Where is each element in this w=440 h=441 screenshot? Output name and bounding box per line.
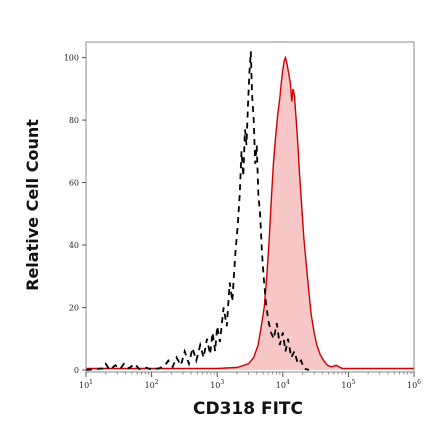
- series-area-solid: [86, 57, 414, 370]
- y-axis-label: Relative Cell Count: [23, 119, 42, 291]
- y-tick-label: 40: [69, 241, 79, 250]
- x-axis-label: CD318 FITC: [193, 399, 303, 419]
- y-tick-label: 0: [74, 366, 79, 375]
- y-tick-label: 60: [69, 179, 79, 188]
- x-tick-label: 105: [341, 379, 355, 390]
- plot-frame: [85, 41, 415, 373]
- x-tick-label: 106: [407, 379, 421, 390]
- x-tick-label: 102: [145, 379, 159, 390]
- y-tick-label: 20: [69, 304, 79, 313]
- x-axis: 101 102 103 104 105 106: [79, 372, 421, 390]
- plot-area: [85, 51, 414, 372]
- series-line-solid: [86, 55, 414, 370]
- x-tick-label: 104: [276, 379, 290, 390]
- y-tick-label: 80: [69, 116, 79, 125]
- y-axis: 0 20 40 60 80 100: [64, 54, 86, 375]
- y-tick-label: 100: [64, 54, 79, 63]
- x-tick-label: 103: [210, 379, 224, 390]
- x-tick-label: 101: [79, 379, 93, 390]
